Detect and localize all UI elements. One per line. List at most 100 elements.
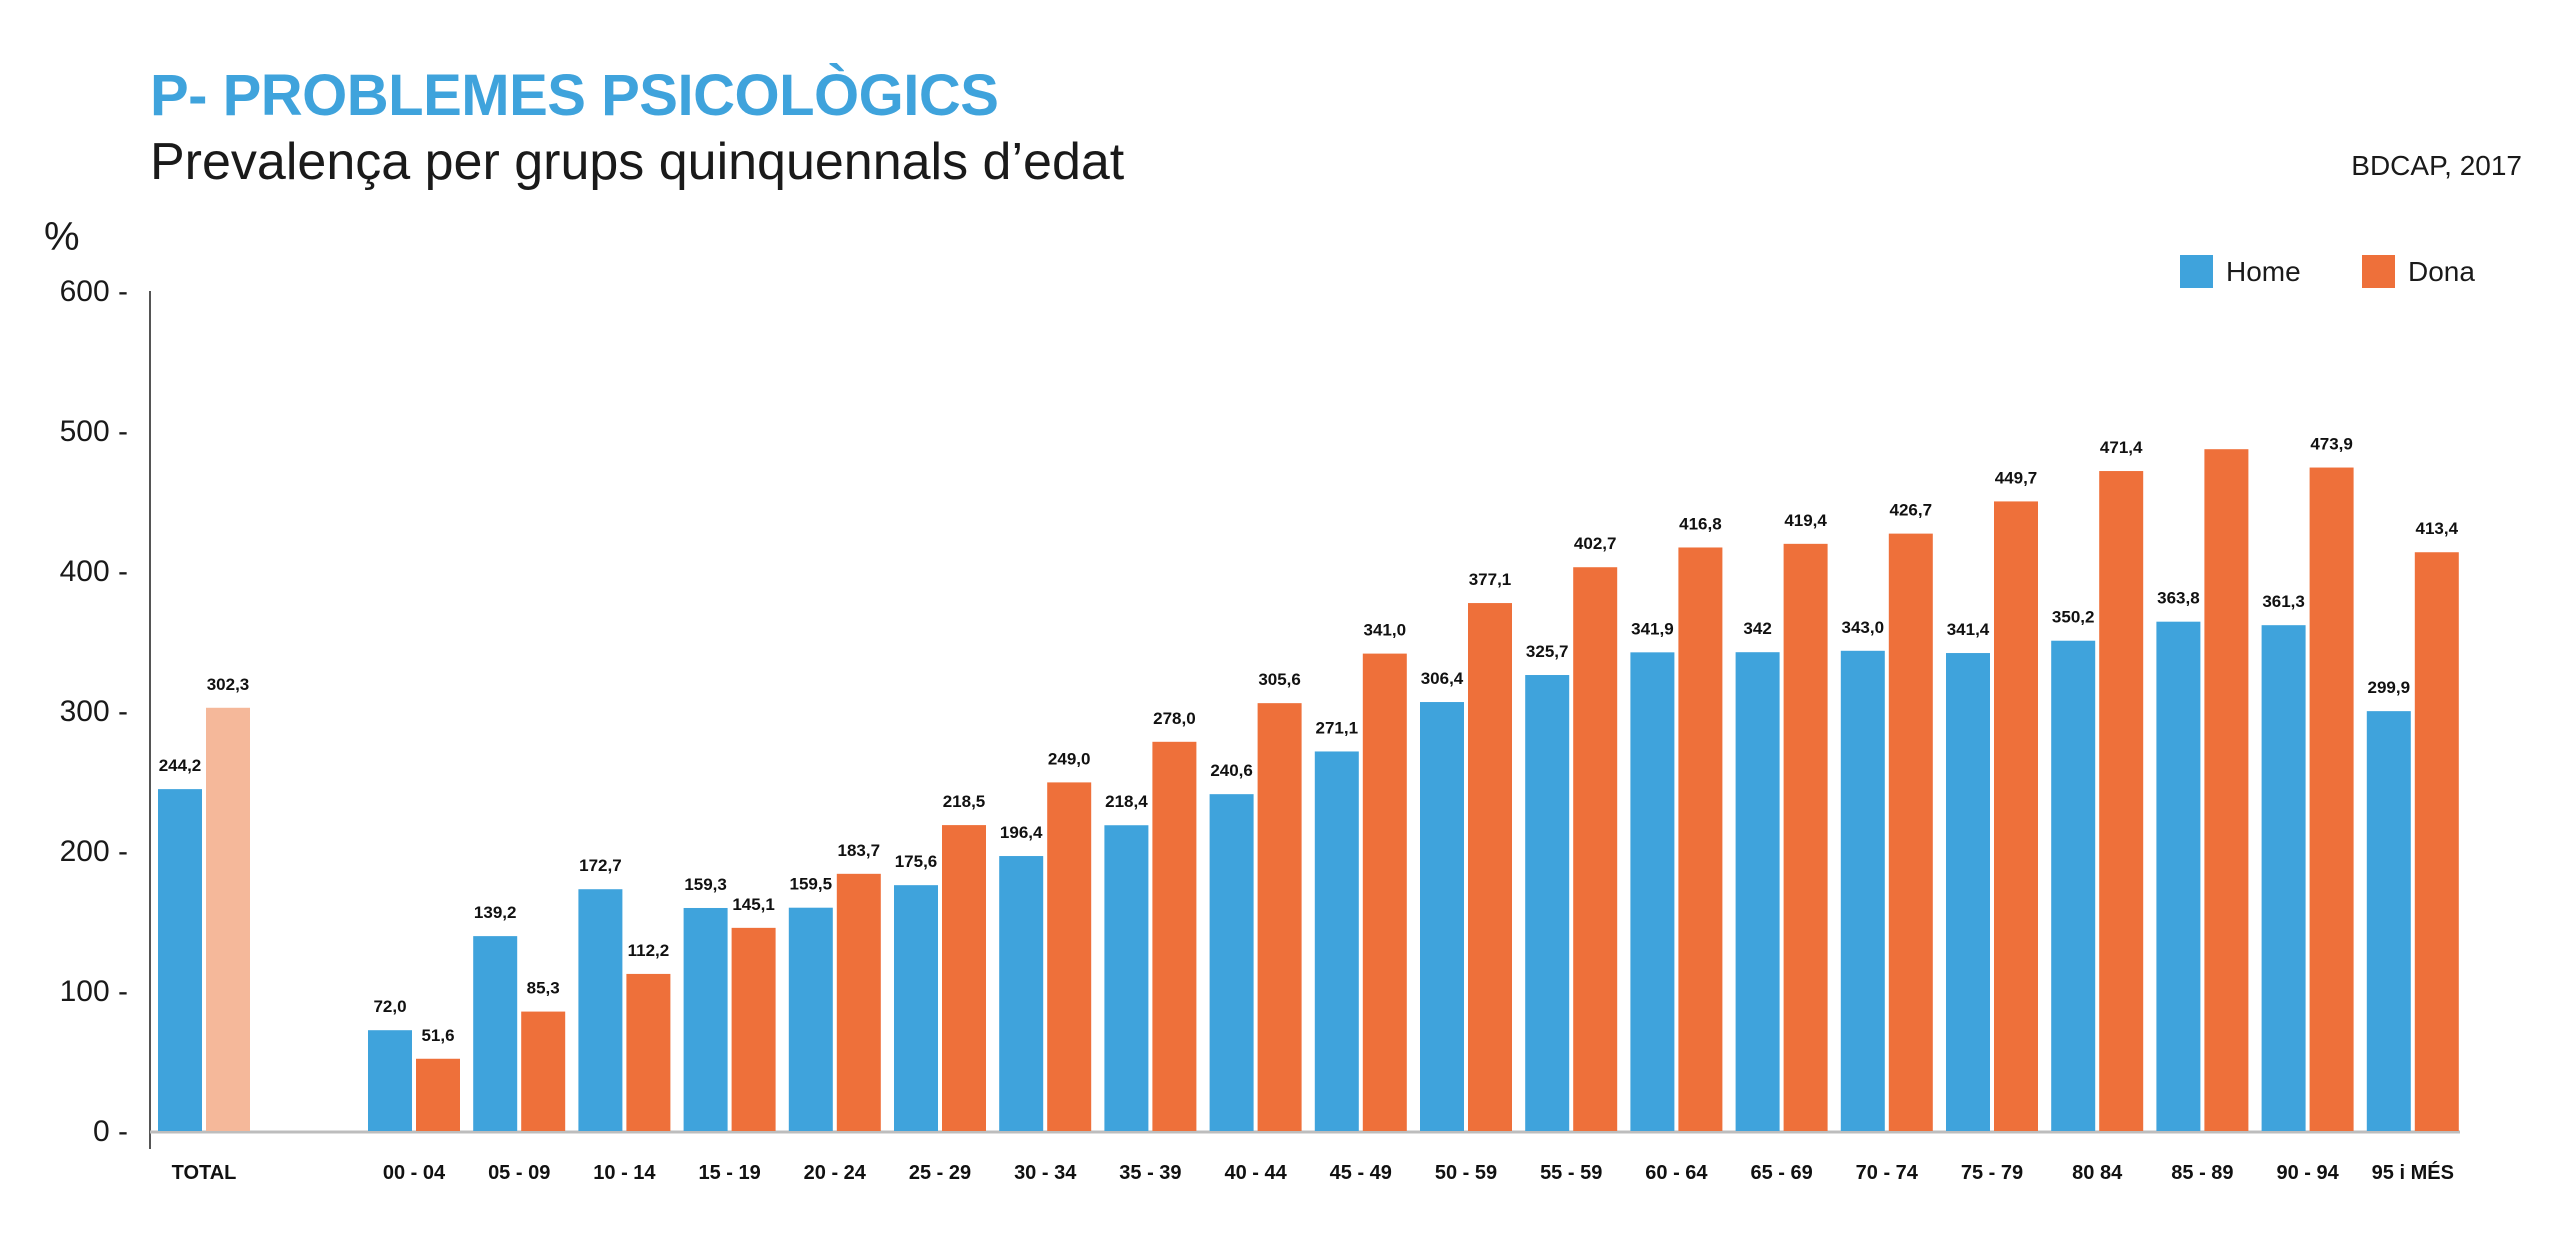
bar-home [578, 889, 623, 1131]
bar-dona [2099, 471, 2144, 1131]
bar-dona [836, 873, 881, 1131]
bar-dona [521, 1011, 566, 1131]
bar-home [473, 936, 518, 1131]
bar-dona [2204, 449, 2249, 1131]
x-tick-label: 95 i MÉS [2372, 1161, 2454, 1184]
legend-swatch [2362, 255, 2395, 288]
x-tick-label: 70 - 74 [1856, 1162, 1919, 1184]
bar-dona [2414, 552, 2459, 1131]
x-tick-label: 35 - 39 [1119, 1162, 1181, 1184]
value-label-dona: 413,4 [2416, 519, 2459, 538]
value-label-home: 244,2 [159, 756, 202, 775]
bar-dona [2309, 467, 2354, 1131]
y-tick-label: 0 - [93, 1115, 128, 1148]
value-label-dona: 183,7 [838, 841, 881, 860]
value-label-home: 341,9 [1631, 619, 1674, 638]
value-label-home: 240,6 [1210, 761, 1253, 780]
value-label-dona: 341,0 [1364, 621, 1407, 640]
x-tick-label: 65 - 69 [1750, 1162, 1812, 1184]
value-label-dona: 218,5 [943, 792, 986, 811]
value-label-home: 342 [1743, 619, 1771, 638]
bar-home [1630, 652, 1675, 1131]
value-label-dona: 426,7 [1890, 501, 1933, 520]
y-tick-label: 200 - [60, 835, 128, 868]
x-tick-label: TOTAL [172, 1162, 237, 1184]
value-labels: 244,2 302,3 72,0 51,6 139,2 85,3 172,7 112,2 159… [159, 435, 2459, 1045]
bar-home [788, 907, 833, 1131]
source-note: BDCAP, 2017 [2351, 150, 2522, 181]
legend-label: Home [2226, 256, 2301, 287]
value-label-dona: 416,8 [1679, 514, 1722, 533]
chart-title: P- PROBLEMES PSICOLÒGICS [150, 63, 999, 128]
bar-dona [1468, 603, 1512, 1131]
bar-home [2261, 625, 2306, 1131]
x-axis: TOTAL 00 - 04 05 - 09 10 - 14 15 - 19 20 - 24… [150, 1130, 2460, 1184]
y-tick-label: 100 - [60, 975, 128, 1008]
bar-dona [626, 973, 671, 1131]
x-tick-label: 25 - 29 [909, 1162, 971, 1184]
bar-dona [1573, 567, 1618, 1131]
y-tick-label: 500 - [60, 415, 128, 448]
value-label-dona: 449,7 [1995, 468, 2038, 487]
bar-dona [1994, 501, 2038, 1131]
bar-home [2366, 711, 2411, 1131]
value-label-home: 361,3 [2262, 592, 2305, 611]
bar-home [1735, 652, 1780, 1131]
bar-home [1525, 675, 1570, 1131]
value-label-home: 341,4 [1947, 620, 1990, 639]
value-label-home: 196,4 [1000, 823, 1043, 842]
value-label-home: 159,5 [790, 875, 833, 894]
value-label-home: 175,6 [895, 852, 938, 871]
value-label-home: 363,8 [2157, 589, 2200, 608]
bar-home [2156, 621, 2201, 1131]
bar-home [1420, 702, 1464, 1131]
bar-home [1104, 825, 1149, 1131]
value-label-dona: 112,2 [628, 941, 670, 960]
value-label-dona: 278,0 [1153, 709, 1196, 728]
value-label-home: 271,1 [1316, 718, 1359, 737]
x-tick-label: 45 - 49 [1330, 1162, 1392, 1184]
x-tick-label: 75 - 79 [1961, 1162, 2023, 1184]
value-label-dona: 85,3 [527, 979, 560, 998]
y-axis: 0 - 100 - 200 - 300 - 400 - 500 - 600 - [60, 275, 151, 1149]
x-tick-label: 00 - 04 [383, 1162, 446, 1184]
bar-dona [731, 927, 776, 1131]
legend: Home Dona [2180, 255, 2475, 288]
bar-dona [206, 707, 250, 1131]
bar-dona [416, 1058, 460, 1131]
value-label-dona: 419,4 [1784, 511, 1827, 530]
value-label-home: 350,2 [2052, 608, 2095, 627]
y-tick-label: 300 - [60, 695, 128, 728]
value-label-dona: 473,9 [2310, 435, 2353, 454]
value-label-home: 159,3 [684, 875, 727, 894]
x-tick-label: 85 - 89 [2171, 1162, 2233, 1184]
bar-dona [1152, 741, 1197, 1131]
bar-home [1314, 751, 1359, 1131]
bar-home [368, 1030, 412, 1131]
bar-home [2051, 640, 2096, 1131]
value-label-dona: 51,6 [421, 1026, 454, 1045]
bar-home [1840, 650, 1885, 1131]
x-tick-label: 55 - 59 [1540, 1162, 1602, 1184]
bar-home [1209, 794, 1254, 1131]
y-unit-label: % [44, 215, 80, 259]
value-label-dona: 302,3 [207, 675, 250, 694]
bar-dona [1888, 533, 1933, 1131]
x-tick-label: 90 - 94 [2276, 1162, 2339, 1184]
bar-dona [1047, 782, 1092, 1131]
bar-home [683, 907, 728, 1131]
bar-home [999, 856, 1044, 1131]
value-label-home: 172,7 [579, 856, 622, 875]
x-tick-label: 10 - 14 [593, 1162, 656, 1184]
bar-dona [1362, 653, 1407, 1131]
value-label-home: 343,0 [1842, 618, 1885, 637]
value-label-dona: 249,0 [1048, 749, 1091, 768]
value-label-home: 306,4 [1421, 669, 1464, 688]
legend-swatch [2180, 255, 2213, 288]
value-label-home: 72,0 [373, 997, 406, 1016]
value-label-dona: 377,1 [1469, 570, 1512, 589]
bar-home [158, 789, 202, 1131]
x-tick-label: 05 - 09 [488, 1162, 550, 1184]
x-tick-label: 15 - 19 [698, 1162, 760, 1184]
